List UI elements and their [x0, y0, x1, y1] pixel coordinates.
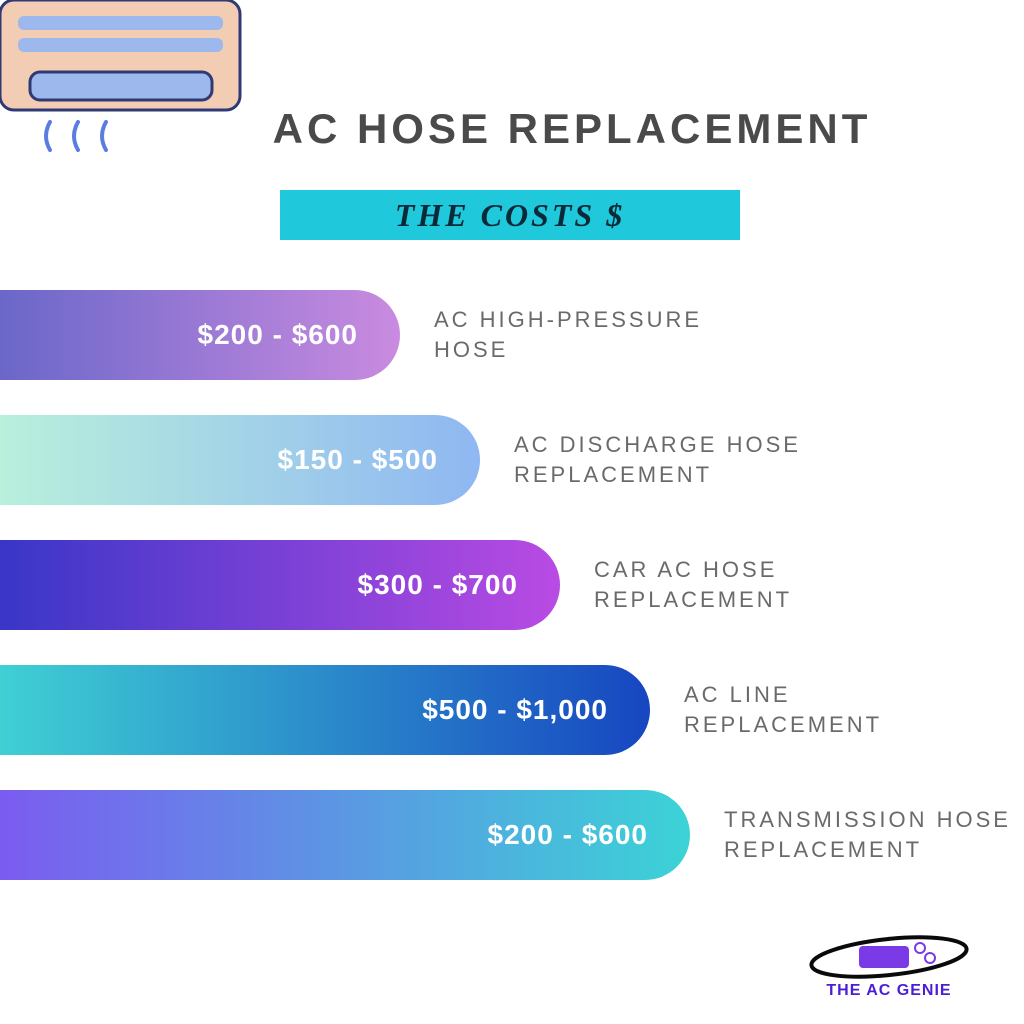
page-title: AC HOSE REPLACEMENT — [180, 105, 964, 153]
cost-row: $200 - $600 TRANSMISSION HOSE REPLACEMEN… — [0, 790, 1024, 880]
cost-price: $300 - $700 — [358, 569, 518, 601]
cost-pill: $500 - $1,000 — [0, 665, 650, 755]
subtitle-bar: THE COSTS $ — [280, 190, 740, 240]
cost-pill: $150 - $500 — [0, 415, 480, 505]
cost-price: $150 - $500 — [278, 444, 438, 476]
cost-label: AC HIGH-PRESSURE HOSE — [434, 305, 734, 364]
cost-price: $200 - $600 — [488, 819, 648, 851]
cost-label: TRANSMISSION HOSE REPLACEMENT — [724, 805, 1024, 864]
cost-price: $200 - $600 — [198, 319, 358, 351]
subtitle-text: THE COSTS $ — [395, 197, 625, 234]
brand-logo: THE AC GENIE — [794, 924, 984, 1004]
cost-price: $500 - $1,000 — [422, 694, 608, 726]
cost-label: CAR AC HOSE REPLACEMENT — [594, 555, 894, 614]
cost-row: $150 - $500 AC DISCHARGE HOSE REPLACEMEN… — [0, 415, 1024, 505]
cost-pill: $300 - $700 — [0, 540, 560, 630]
cost-label: AC LINE REPLACEMENT — [684, 680, 984, 739]
logo-swoosh-icon — [804, 928, 974, 986]
cost-row: $300 - $700 CAR AC HOSE REPLACEMENT — [0, 540, 1024, 630]
cost-pill: $200 - $600 — [0, 790, 690, 880]
cost-row: $200 - $600 AC HIGH-PRESSURE HOSE — [0, 290, 1024, 380]
cost-label: AC DISCHARGE HOSE REPLACEMENT — [514, 430, 814, 489]
logo-text: THE AC GENIE — [826, 982, 951, 1000]
cost-bars-container: $200 - $600 AC HIGH-PRESSURE HOSE $150 -… — [0, 290, 1024, 915]
cost-row: $500 - $1,000 AC LINE REPLACEMENT — [0, 665, 1024, 755]
cost-pill: $200 - $600 — [0, 290, 400, 380]
